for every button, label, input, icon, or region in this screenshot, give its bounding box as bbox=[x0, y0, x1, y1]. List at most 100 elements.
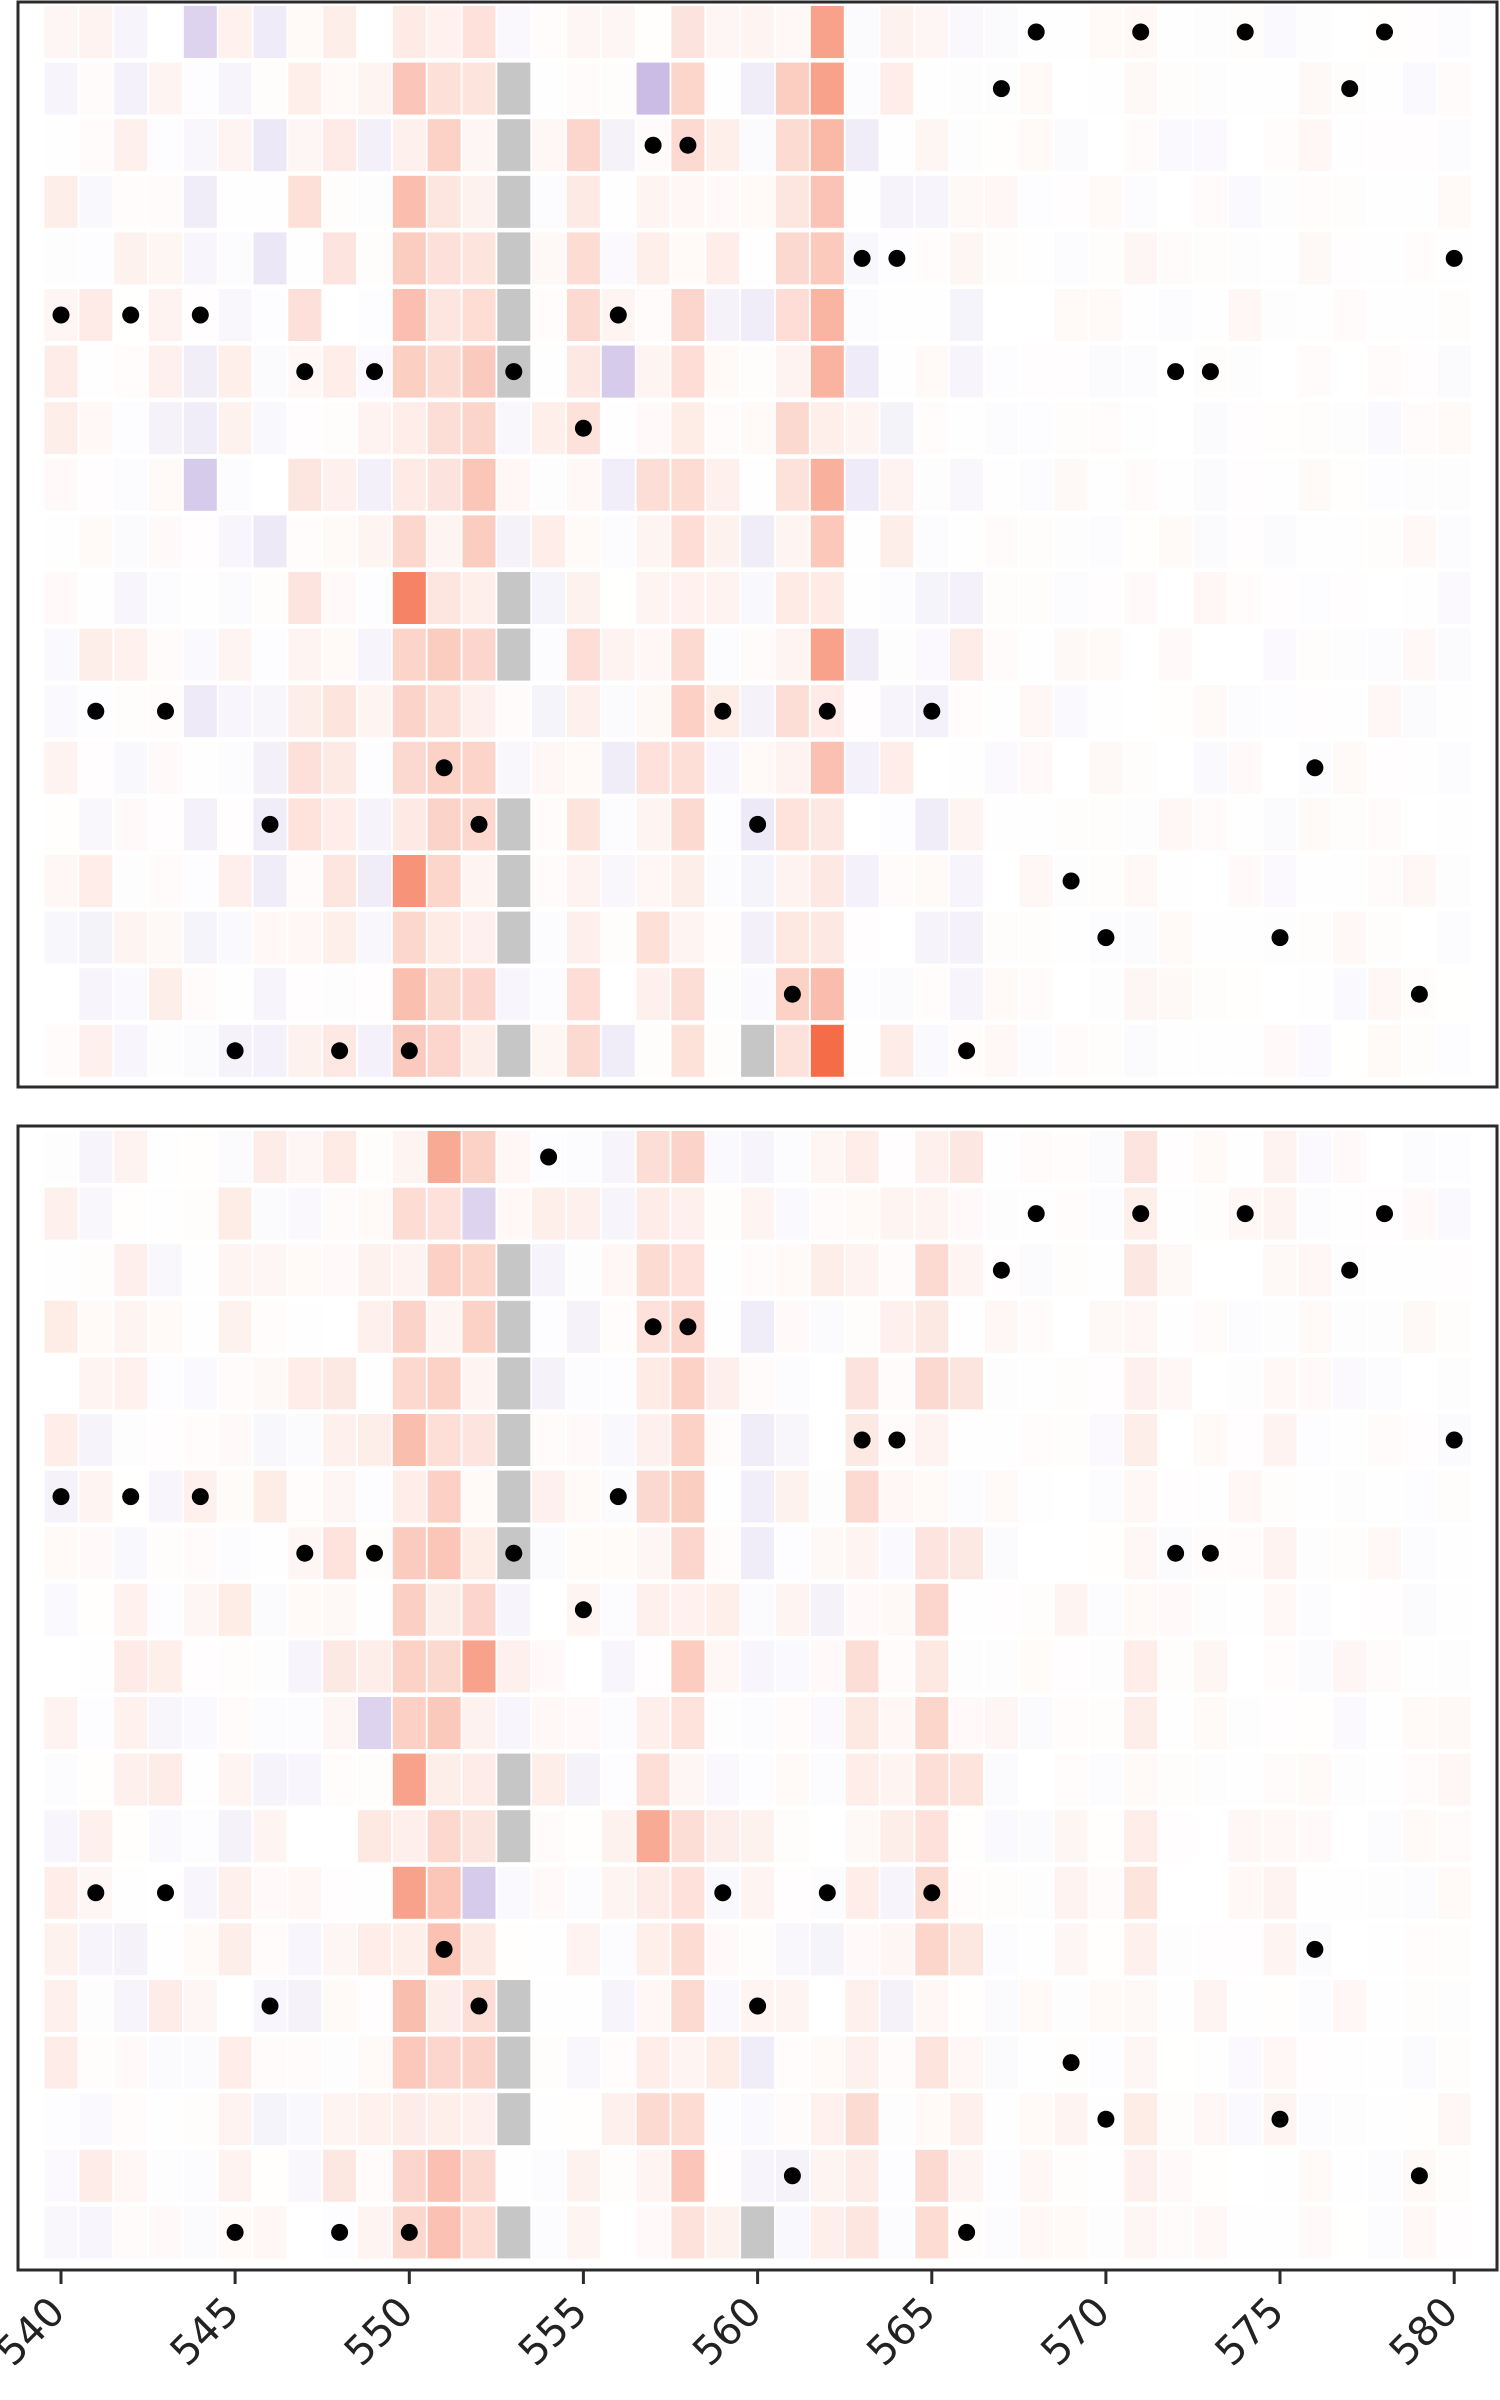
heatmap-cell bbox=[880, 628, 914, 681]
heatmap-cell bbox=[1333, 1583, 1367, 1636]
heatmap-cell bbox=[1089, 572, 1123, 624]
heatmap-cell bbox=[566, 741, 600, 794]
heatmap-cell bbox=[114, 2149, 148, 2202]
heatmap-cell bbox=[1089, 62, 1123, 115]
heatmap-cell bbox=[358, 1866, 391, 1919]
heatmap-cell bbox=[462, 1923, 496, 1976]
heatmap-cell bbox=[880, 175, 914, 228]
heatmap-cell bbox=[44, 911, 78, 964]
marker-dot bbox=[1376, 23, 1393, 41]
heatmap-cell bbox=[880, 1640, 914, 1693]
heatmap-cell bbox=[1333, 798, 1367, 851]
heatmap-cell bbox=[79, 289, 113, 341]
heatmap-cell bbox=[706, 2149, 740, 2202]
heatmap-cell bbox=[880, 798, 914, 851]
heatmap-cell bbox=[44, 119, 78, 172]
heatmap-cell bbox=[950, 1244, 984, 1297]
heatmap-cell bbox=[392, 855, 426, 907]
heatmap-cell bbox=[392, 628, 426, 681]
marker-dot bbox=[191, 306, 209, 324]
heatmap-cell bbox=[1193, 1024, 1227, 1077]
heatmap-cell bbox=[741, 1640, 775, 1693]
heatmap-cell bbox=[1159, 402, 1193, 455]
heatmap-cell bbox=[323, 1131, 357, 1183]
heatmap-cell bbox=[706, 1527, 740, 1580]
heatmap-cell bbox=[950, 1470, 984, 1523]
heatmap-cell bbox=[1298, 1470, 1332, 1523]
heatmap-cell bbox=[636, 2206, 670, 2259]
marker-dot bbox=[923, 702, 941, 720]
heatmap-cell bbox=[810, 741, 844, 794]
heatmap-cell bbox=[288, 1187, 322, 1240]
heatmap-cell bbox=[1263, 1697, 1297, 1749]
heatmap-cell bbox=[1333, 572, 1367, 624]
heatmap-cell bbox=[183, 2206, 217, 2259]
marker-dot bbox=[574, 1601, 592, 1619]
heatmap-cell bbox=[880, 741, 914, 794]
heatmap-cell bbox=[1228, 1640, 1262, 1693]
heatmap-cell bbox=[1054, 1923, 1088, 1976]
heatmap-cell bbox=[1019, 1131, 1053, 1183]
heatmap-cell bbox=[1054, 62, 1088, 115]
heatmap-cell bbox=[775, 119, 809, 172]
marker-dot bbox=[958, 2223, 976, 2241]
heatmap-cell bbox=[706, 1470, 740, 1523]
x-tick-label: 565 bbox=[858, 2289, 945, 2376]
heatmap-cell bbox=[253, 6, 287, 58]
heatmap-cell bbox=[1298, 345, 1332, 398]
heatmap-cell bbox=[497, 2149, 531, 2202]
heatmap-cell bbox=[775, 2036, 809, 2089]
heatmap-cell bbox=[601, 1697, 635, 1749]
heatmap-cell bbox=[114, 628, 148, 681]
heatmap-cell bbox=[671, 345, 705, 398]
heatmap-cell bbox=[1368, 572, 1401, 624]
heatmap-cell bbox=[775, 1357, 809, 1410]
heatmap-cell bbox=[218, 1583, 252, 1636]
marker-dot bbox=[122, 306, 140, 324]
heatmap-cell bbox=[566, 62, 600, 115]
heatmap-cell bbox=[984, 119, 1018, 172]
marker-dot bbox=[714, 702, 732, 720]
heatmap-cell bbox=[392, 232, 426, 285]
heatmap-cell bbox=[671, 1640, 705, 1693]
heatmap-cell bbox=[462, 1583, 496, 1636]
heatmap-cell bbox=[183, 175, 217, 228]
heatmap-cell bbox=[1019, 1866, 1053, 1919]
heatmap-cell bbox=[1437, 175, 1471, 228]
heatmap-cell bbox=[984, 1583, 1018, 1636]
heatmap-cell bbox=[1019, 685, 1053, 738]
heatmap-cell bbox=[358, 798, 391, 851]
heatmap-cell bbox=[532, 1583, 566, 1636]
heatmap-cell bbox=[44, 1923, 78, 1976]
heatmap-cell bbox=[323, 1810, 357, 1863]
heatmap-cell bbox=[288, 1244, 322, 1297]
heatmap-cell bbox=[44, 345, 78, 398]
heatmap-cell bbox=[114, 1753, 148, 1806]
heatmap-cell bbox=[1228, 458, 1262, 511]
heatmap-cell bbox=[323, 2093, 357, 2146]
heatmap-cell bbox=[288, 1131, 322, 1183]
heatmap-cell bbox=[1333, 2206, 1367, 2259]
heatmap-cell bbox=[462, 62, 496, 115]
heatmap-cell bbox=[1402, 345, 1436, 398]
heatmap-cell bbox=[1402, 628, 1436, 681]
heatmap-cell bbox=[671, 628, 705, 681]
heatmap-cell bbox=[462, 1470, 496, 1523]
heatmap-cell bbox=[566, 345, 600, 398]
heatmap-cell bbox=[497, 402, 531, 455]
heatmap-cell bbox=[532, 2093, 566, 2146]
heatmap-cell bbox=[566, 1300, 600, 1353]
heatmap-cell bbox=[950, 515, 984, 568]
heatmap-cell bbox=[323, 685, 357, 738]
missing-cell bbox=[497, 1357, 531, 1410]
heatmap-cell bbox=[915, 458, 949, 511]
missing-cell bbox=[497, 119, 531, 172]
heatmap-cell bbox=[810, 1300, 844, 1353]
x-tick-label: 560 bbox=[684, 2289, 771, 2376]
heatmap-cell bbox=[1298, 458, 1332, 511]
heatmap-cell bbox=[775, 1131, 809, 1183]
heatmap-cell bbox=[1019, 1697, 1053, 1749]
heatmap-cell bbox=[1193, 1131, 1227, 1183]
heatmap-cell bbox=[44, 1300, 78, 1353]
heatmap-cell bbox=[671, 2206, 705, 2259]
